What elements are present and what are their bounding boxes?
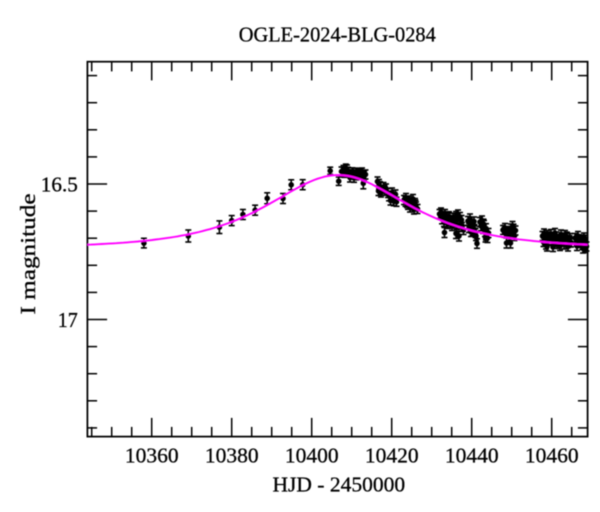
svg-text:10420: 10420 [365, 444, 419, 468]
svg-text:10380: 10380 [205, 444, 259, 468]
svg-text:HJD - 2450000: HJD - 2450000 [273, 473, 406, 497]
svg-text:16.5: 16.5 [41, 173, 78, 197]
svg-text:10400: 10400 [285, 444, 339, 468]
svg-text:17: 17 [58, 308, 78, 332]
svg-text:I magnitude: I magnitude [16, 194, 40, 315]
svg-text:10460: 10460 [525, 444, 579, 468]
svg-text:10440: 10440 [445, 444, 499, 468]
svg-text:OGLE-2024-BLG-0284: OGLE-2024-BLG-0284 [239, 23, 436, 47]
svg-text:10360: 10360 [125, 444, 179, 468]
